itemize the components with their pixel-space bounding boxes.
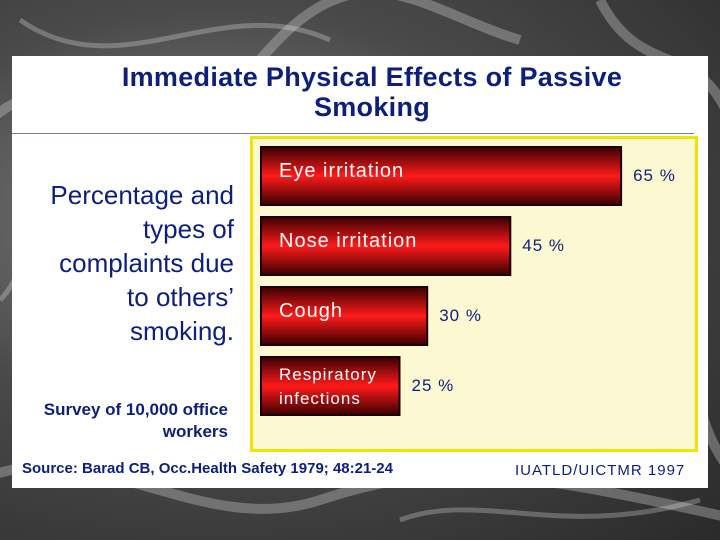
value-label-1: 45 % [522,236,565,255]
value-label-0: 65 % [633,166,676,185]
bar-3 [260,356,401,416]
bar-0 [260,146,623,206]
bar-1 [260,216,512,276]
title-divider [12,133,694,134]
slide-title: Immediate Physical Effects of Passive Sm… [121,62,623,122]
value-label-2: 30 % [439,306,482,325]
bar-label-3: Respiratory infections [279,365,377,408]
source-citation: Source: Barad CB, Occ.Health Safety 1979… [22,460,393,477]
chart-panel: Eye irritation 65 % Nose irritation 45 % Cou… [250,136,698,452]
value-label-3: 25 % [412,376,455,395]
credit-label: IUATLD/UICTMR 1997 [515,462,686,479]
bar-chart: Eye irritation 65 % Nose irritation 45 % Cou… [260,146,676,416]
bar-label-2: Cough [279,300,343,322]
bar-2 [260,286,429,346]
survey-note: Survey of 10,000 office workers [43,400,228,441]
bar-label-1: Nose irritation [279,230,417,252]
chart-description: Percentage and types of complaints due t… [50,180,234,346]
slide: Immediate Physical Effects of Passive Sm… [12,56,708,488]
bar-label-0: Eye irritation [279,160,404,182]
